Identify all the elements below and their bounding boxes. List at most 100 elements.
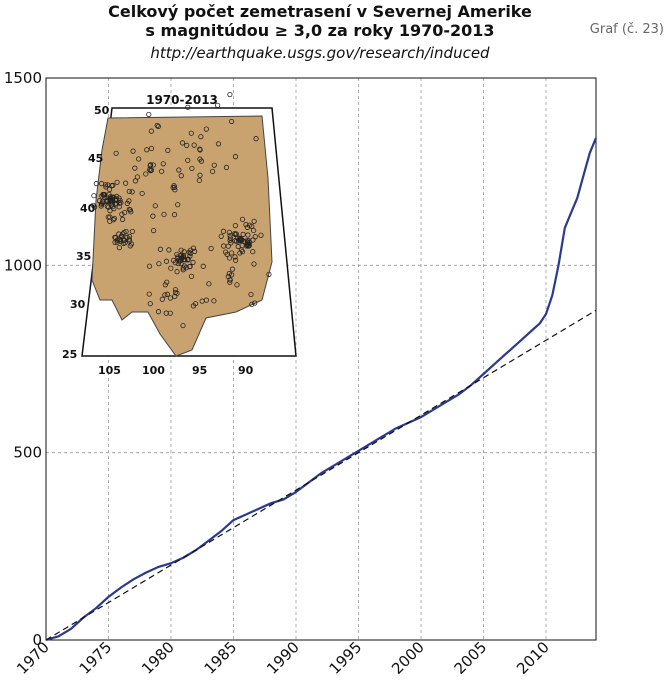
earthquake-marker [148,145,155,152]
y-tick-label: 0 [32,631,42,649]
earthquake-marker [233,238,240,244]
earthquake-marker [168,265,174,271]
earthquake-marker [253,136,259,142]
earthquake-marker [119,211,125,217]
earthquake-marker [197,172,203,178]
earthquake-marker [175,254,181,260]
earthquake-marker [227,279,233,285]
earthquake-marker [150,162,156,168]
earthquake-marker [116,245,122,251]
earthquake-marker [91,193,97,199]
earthquake-marker [227,235,233,241]
earthquake-marker [178,173,184,179]
earthquake-marker [192,248,198,254]
grid [46,78,596,640]
earthquake-marker [144,147,150,153]
earthquake-marker [163,258,170,264]
earthquake-marker [243,243,250,249]
earthquake-marker [248,291,254,298]
earthquake-marker [164,291,170,297]
x-tick-label: 2000 [388,638,428,678]
earthquake-marker [147,301,153,307]
earthquake-marker [110,203,116,210]
earthquake-marker [189,165,195,172]
map-land [91,115,273,357]
earthquake-marker [232,254,238,260]
earthquake-marker [167,310,173,316]
earthquake-marker [180,322,186,329]
earthquake-marker [249,223,255,229]
earthquake-marker [162,282,168,288]
earthquake-marker [190,245,197,251]
earthquake-marker [239,216,246,222]
earthquake-marker [157,246,164,252]
earthquake-marker [98,180,105,187]
earthquake-marker [159,168,165,174]
x-axis: 1970 1975 1980 1985 1990 1995 2000 2005 2010 [13,638,553,678]
map-lat-50: 50 [94,104,110,117]
earthquake-marker [116,200,122,206]
earthquake-marker [227,91,233,98]
earthquake-marker [176,167,182,173]
plot-frame [45,77,597,641]
earthquake-marker [237,250,243,256]
earthquake-marker [148,167,155,173]
earthquake-marker [146,291,152,297]
earthquake-marker [187,264,193,270]
earthquake-marker [113,150,119,156]
earthquake-marker [232,230,238,237]
map-lat-25: 25 [62,348,77,361]
earthquake-marker [177,258,183,264]
cumulative-count-line [45,137,598,642]
earthquake-marker [128,209,134,215]
y-tick-label: 1500 [4,69,42,87]
earthquake-marker [226,255,233,261]
earthquake-marker [178,260,184,267]
earthquake-marker [232,222,238,229]
earthquake-marker [228,240,234,246]
trend-line [45,309,597,641]
earthquake-marker [150,213,156,219]
earthquake-marker [234,282,240,288]
earthquake-marker [192,301,199,307]
earthquake-marker [232,257,239,263]
x-tick-label: 1985 [201,638,241,678]
earthquake-marker [148,128,154,134]
earthquake-marker [258,232,264,238]
earthquake-marker [100,191,106,198]
earthquake-markers [90,91,272,329]
earthquake-marker [116,231,122,237]
earthquake-marker [162,292,168,298]
chart-title-line2: s magnitúdou ≥ 3,0 za roky 1970-2013 [145,21,495,40]
earthquake-marker [172,289,179,296]
earthquake-marker [250,249,256,255]
earthquake-marker [218,233,224,239]
map-title: 1970-2013 [146,93,218,107]
earthquake-marker [190,259,196,266]
earthquake-marker [185,256,191,262]
earthquake-marker [167,295,173,301]
earthquake-marker [179,140,186,146]
y-axis: 0 500 1000 1500 [4,69,42,649]
x-tick-label: 2005 [451,638,491,678]
earthquake-marker [139,190,145,197]
x-tick-label: 1990 [263,638,303,678]
earthquake-marker [197,147,203,153]
earthquake-marker [226,271,232,277]
earthquake-marker [225,243,231,249]
earthquake-marker [229,266,236,272]
chart-title-line1: Celkový počet zemetrasení v Severnej Ame… [108,2,532,21]
earthquake-marker [175,202,181,208]
earthquake-marker [171,212,178,218]
map-lon-90: 90 [238,364,254,377]
earthquake-marker [99,201,105,207]
x-tick-label: 1970 [13,638,53,678]
earthquake-marker [165,147,171,153]
earthquake-marker [211,162,217,168]
earthquake-marker [112,234,118,240]
earthquake-marker [198,158,205,164]
earthquake-marker [121,209,128,216]
earthquake-marker [199,298,205,304]
earthquake-marker [164,279,170,285]
earthquake-marker [188,130,194,136]
